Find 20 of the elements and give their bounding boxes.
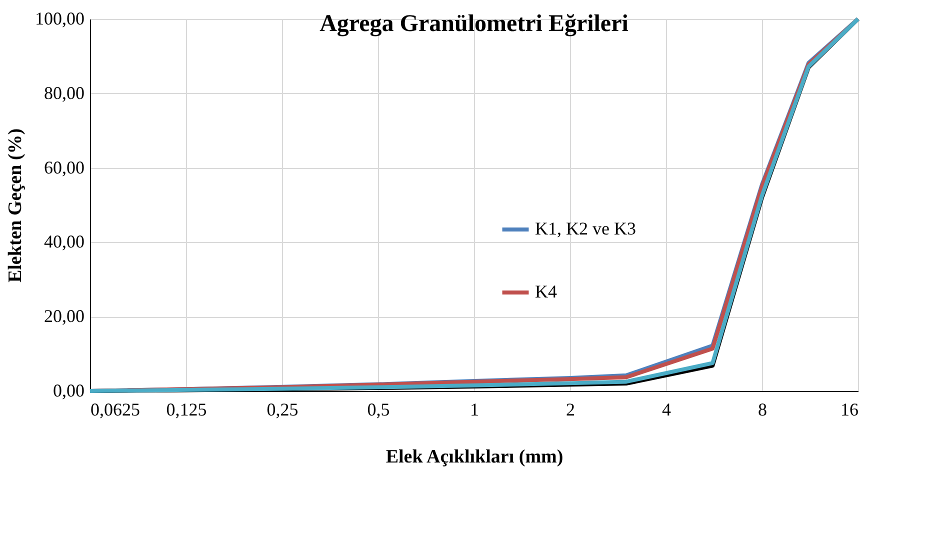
y-tick-label: 0,00 bbox=[53, 380, 84, 400]
x-tick-label: 16 bbox=[840, 400, 858, 420]
y-tick-label: 80,00 bbox=[44, 82, 84, 103]
x-tick-label: 8 bbox=[758, 400, 767, 420]
chart-title: Agrega Granülometri Eğrileri bbox=[320, 11, 629, 37]
legend-label: K4 bbox=[535, 282, 557, 302]
y-tick-label: 100,00 bbox=[35, 8, 84, 28]
y-tick-label: 60,00 bbox=[44, 157, 84, 178]
x-tick-label: 0,0625 bbox=[90, 400, 140, 420]
x-tick-label: 2 bbox=[566, 400, 575, 420]
legend-label: K1, K2 ve K3 bbox=[535, 218, 636, 238]
x-tick-label: 0,125 bbox=[166, 400, 207, 420]
y-tick-label: 40,00 bbox=[44, 232, 84, 252]
x-tick-label: 4 bbox=[662, 400, 671, 420]
x-tick-label: 0,25 bbox=[266, 400, 298, 420]
y-tick-label: 20,00 bbox=[44, 306, 84, 326]
x-axis-title: Elek Açıklıkları (mm) bbox=[386, 446, 564, 468]
y-axis-title: Elekten Geçen (%) bbox=[5, 128, 26, 283]
x-tick-label: 0,5 bbox=[367, 400, 390, 420]
x-tick-label: 1 bbox=[470, 400, 479, 420]
